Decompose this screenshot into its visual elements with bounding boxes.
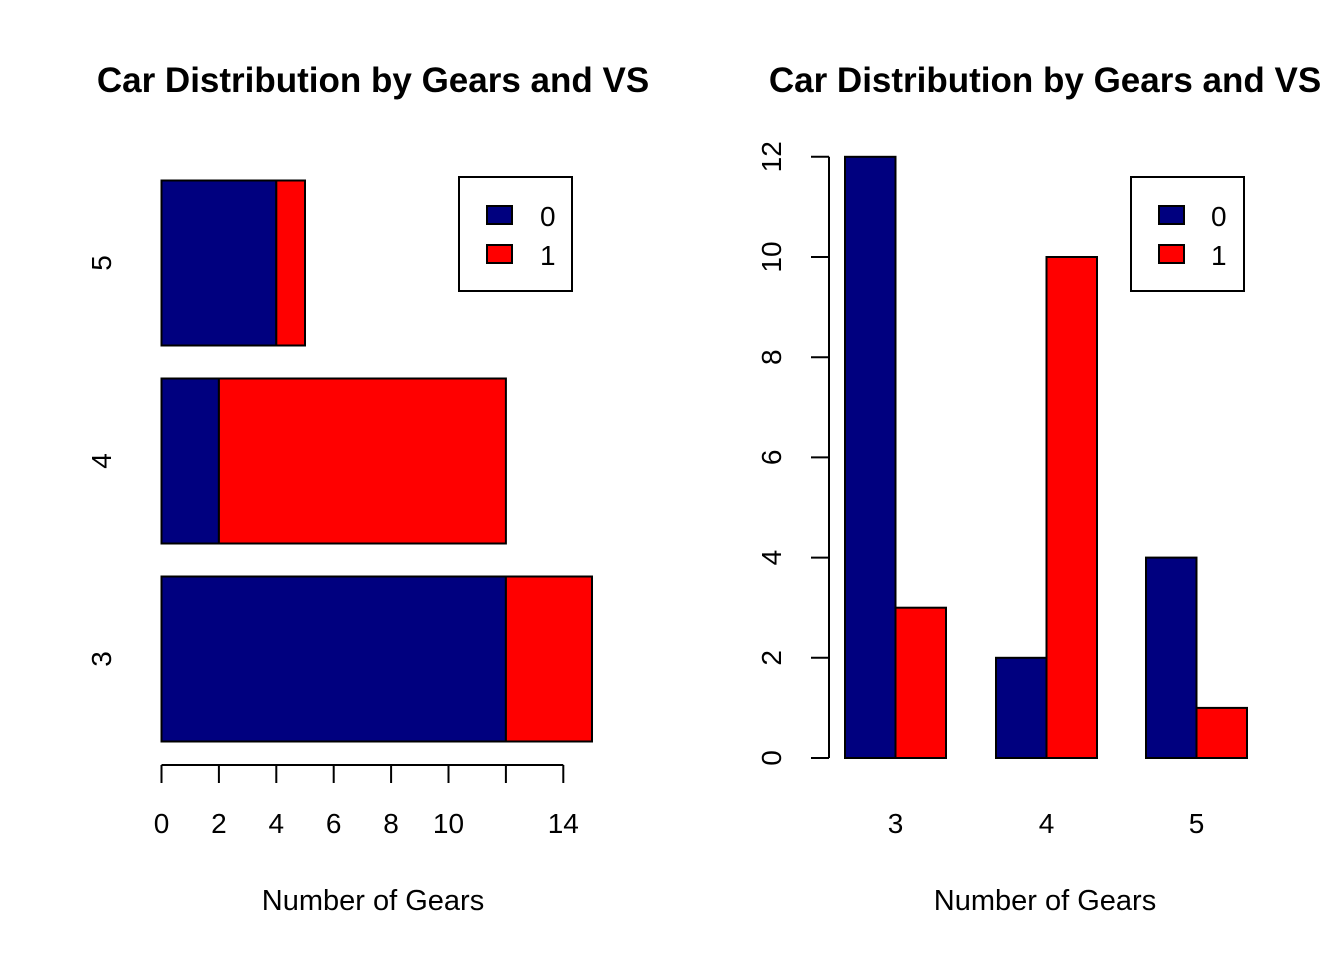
bar-vs1-gear-5 <box>1195 706 1248 760</box>
category-labels: 3 4 5 <box>86 255 117 667</box>
bar-vs1-gear-4 <box>1045 256 1098 759</box>
category-labels: 3 4 5 <box>888 808 1205 839</box>
chart-title: Car Distribution by Gears and VS <box>97 61 649 100</box>
x-axis-label: Number of Gears <box>934 885 1156 917</box>
chart-title: Car Distribution by Gears and VS <box>769 61 1321 100</box>
category-label: 5 <box>1189 808 1205 839</box>
bar-vs0-gear-5 <box>160 179 278 347</box>
legend-swatch <box>1158 205 1185 225</box>
legend-label: 1 <box>540 240 556 271</box>
grouped-vertical-bar-chart: Car Distribution by Gears and VS 0246810… <box>756 61 1321 917</box>
bar-vs1-gear-3 <box>894 606 947 760</box>
legend-label: 0 <box>1211 201 1227 232</box>
bar-group <box>160 179 593 743</box>
legend-box <box>458 176 573 292</box>
stacked-horizontal-bar-chart: Car Distribution by Gears and VS 3 4 5 0 2 4… <box>86 61 649 917</box>
y-tick-label: 2 <box>756 650 787 666</box>
legend-label: 1 <box>1211 240 1227 271</box>
x-tick-label: 2 <box>211 808 227 839</box>
legend: 0 1 <box>1130 176 1245 292</box>
bar-vs0-gear-5 <box>1145 556 1198 759</box>
bar-vs0-gear-4 <box>995 656 1048 759</box>
y-tick-label: 12 <box>756 141 787 172</box>
x-tick-label: 14 <box>548 808 579 839</box>
legend-swatch <box>486 205 513 225</box>
bar-vs1-gear-4 <box>217 377 507 545</box>
legend: 0 1 <box>458 176 573 292</box>
x-axis: 0 2 4 6 8 10 14 <box>154 764 579 839</box>
bar-vs1-gear-3 <box>504 575 593 743</box>
y-tick-label: 6 <box>756 450 787 466</box>
legend-swatch <box>486 244 513 264</box>
y-tick-label: 4 <box>756 550 787 566</box>
x-tick-label: 0 <box>154 808 170 839</box>
bar-vs0-gear-3 <box>844 155 897 760</box>
x-tick-label: 4 <box>269 808 285 839</box>
bar-vs1-gear-5 <box>275 179 306 347</box>
bar-group <box>844 155 1248 760</box>
x-tick-label: 8 <box>383 808 399 839</box>
legend-label: 0 <box>540 201 556 232</box>
category-label: 3 <box>888 808 904 839</box>
legend-box <box>1130 176 1245 292</box>
x-axis-label: Number of Gears <box>262 885 484 917</box>
y-axis: 0 2 4 6 8 10 12 <box>756 141 830 766</box>
category-label: 4 <box>1039 808 1055 839</box>
y-tick-label: 10 <box>756 241 787 272</box>
category-label: 5 <box>86 255 117 271</box>
y-tick-label: 0 <box>756 750 787 766</box>
x-tick-label: 6 <box>326 808 342 839</box>
x-tick-label: 10 <box>433 808 464 839</box>
category-label: 3 <box>86 651 117 667</box>
bar-vs0-gear-3 <box>160 575 507 743</box>
bar-vs0-gear-4 <box>160 377 220 545</box>
y-tick-label: 8 <box>756 349 787 365</box>
legend-swatch <box>1158 244 1185 264</box>
category-label: 4 <box>86 453 117 469</box>
